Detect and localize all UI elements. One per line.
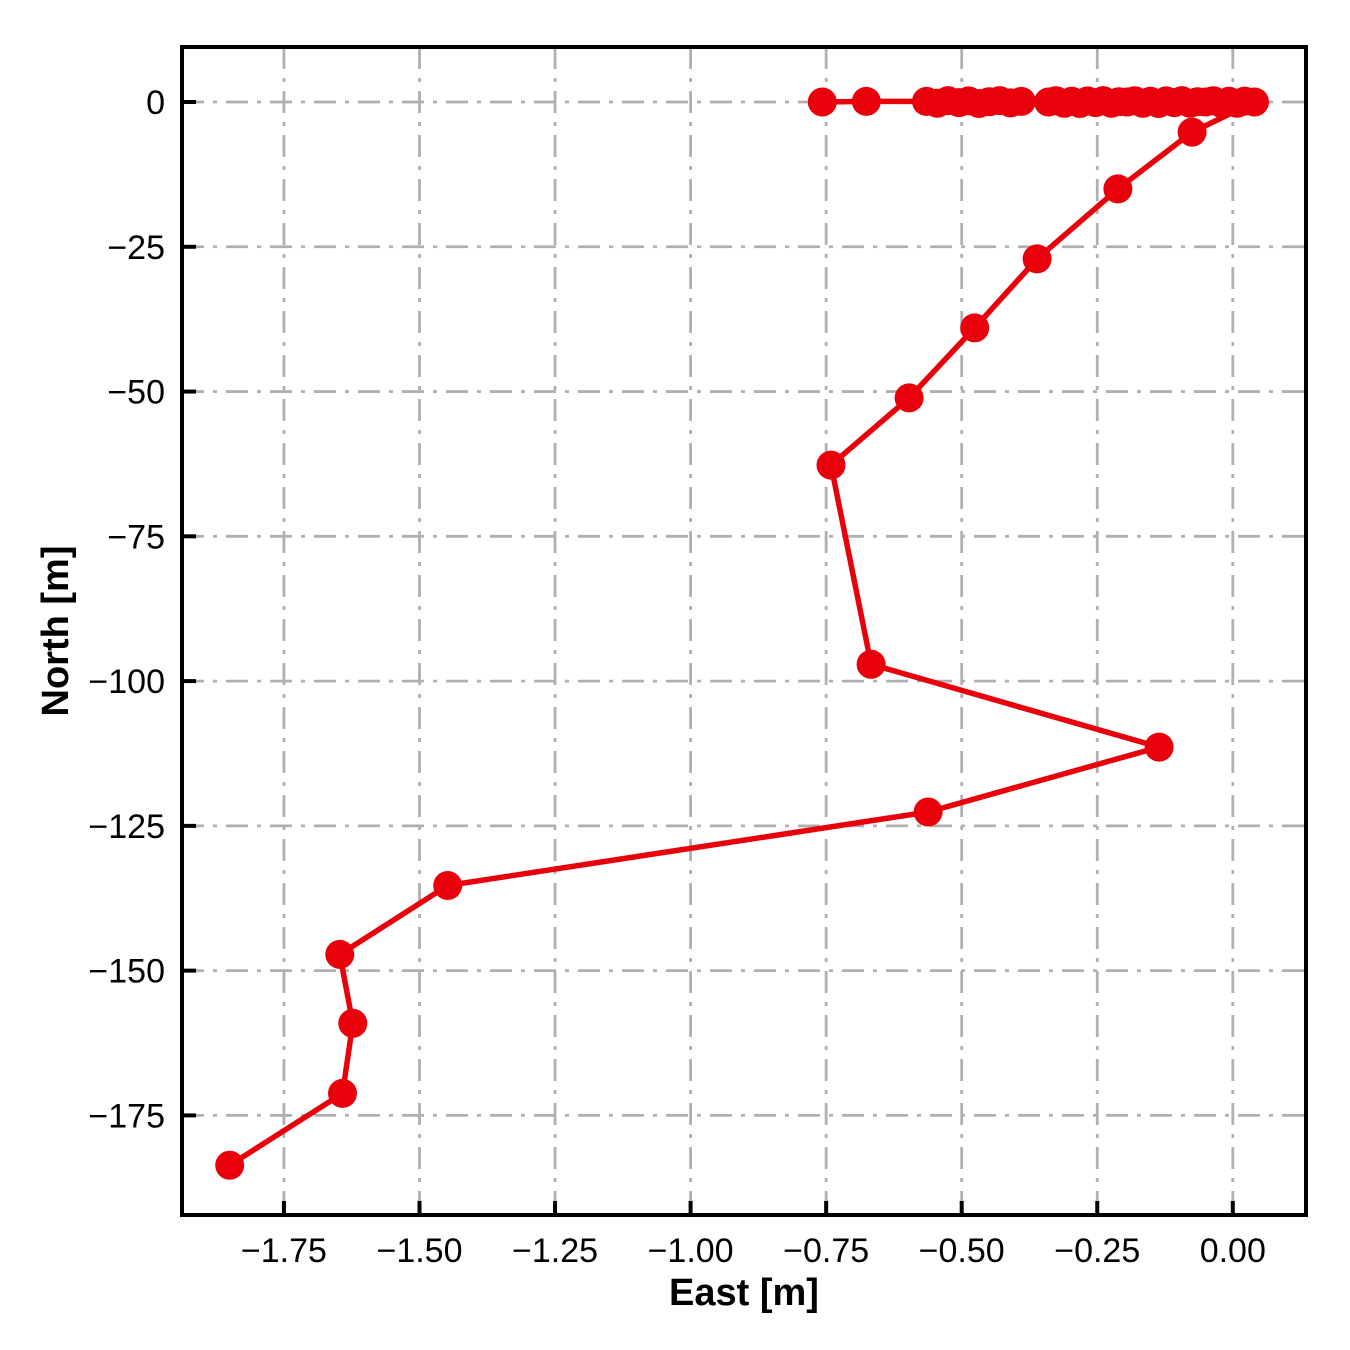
x-tick-label: −0.25 bbox=[1054, 1232, 1140, 1270]
trajectory-point-marker bbox=[1177, 117, 1207, 147]
x-tick-label: −0.50 bbox=[919, 1232, 1005, 1270]
x-tick-label: −1.25 bbox=[512, 1232, 598, 1270]
trajectory-point-marker bbox=[328, 1078, 357, 1108]
y-tick-label: −125 bbox=[88, 808, 165, 846]
plot-border bbox=[180, 45, 1308, 1217]
trajectory-point-marker bbox=[433, 871, 463, 900]
trajectory-point-marker bbox=[913, 797, 943, 827]
trajectory-point-marker bbox=[215, 1150, 245, 1180]
trajectory-point-marker bbox=[1006, 86, 1036, 116]
y-tick-label: −150 bbox=[88, 953, 165, 991]
y-tick-label: −175 bbox=[88, 1097, 165, 1135]
x-tick-label: −0.75 bbox=[783, 1232, 869, 1270]
x-tick-label: −1.75 bbox=[241, 1232, 327, 1270]
trajectory-point-marker bbox=[1022, 244, 1052, 274]
trajectory-point-marker bbox=[338, 1008, 368, 1038]
x-axis-label: East [m] bbox=[669, 1272, 819, 1314]
y-tick-label: −25 bbox=[107, 229, 165, 267]
y-tick-label: −50 bbox=[107, 374, 165, 412]
trajectory-point-marker bbox=[856, 649, 886, 679]
y-tick-label: −75 bbox=[107, 518, 165, 556]
trajectory-point-marker bbox=[325, 939, 355, 969]
x-tick-label: −1.00 bbox=[648, 1232, 734, 1270]
trajectory-line bbox=[226, 97, 1258, 1168]
y-axis-label: North [m] bbox=[35, 546, 77, 717]
trajectory-point-marker bbox=[894, 383, 924, 413]
trajectory-point-marker bbox=[816, 450, 846, 480]
trajectory-point-marker bbox=[807, 87, 837, 117]
x-tick-label: −1.50 bbox=[376, 1232, 462, 1270]
trajectory-point-marker bbox=[1103, 174, 1133, 204]
trajectory-point-marker bbox=[960, 313, 990, 343]
y-tick-label: 0 bbox=[146, 84, 165, 122]
y-tick-label: −100 bbox=[88, 663, 165, 701]
trajectory-point-marker bbox=[1144, 732, 1174, 762]
trajectory-point-marker bbox=[851, 86, 881, 116]
trajectory-point-marker bbox=[1240, 87, 1269, 117]
x-tick-label: 0.00 bbox=[1200, 1232, 1266, 1270]
